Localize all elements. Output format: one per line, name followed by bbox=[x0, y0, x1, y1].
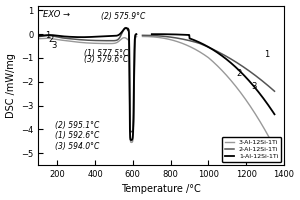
1-Al-12Si-1Ti bbox=[126, 27, 129, 30]
Text: (2) 595.1°C: (2) 595.1°C bbox=[56, 121, 100, 130]
3-Al-12Si-1Ti bbox=[249, 106, 253, 109]
3-Al-12Si-1Ti bbox=[126, 38, 130, 41]
Text: 3: 3 bbox=[51, 41, 56, 50]
Text: EXO →: EXO → bbox=[43, 10, 70, 19]
3-Al-12Si-1Ti bbox=[114, 42, 118, 44]
Line: 2-Al-12Si-1Ti: 2-Al-12Si-1Ti bbox=[38, 28, 274, 132]
Line: 3-Al-12Si-1Ti: 3-Al-12Si-1Ti bbox=[38, 36, 274, 147]
Text: 2: 2 bbox=[236, 69, 241, 78]
X-axis label: Temperature /°C: Temperature /°C bbox=[121, 184, 201, 194]
1-Al-12Si-1Ti bbox=[249, 82, 253, 84]
3-Al-12Si-1Ti bbox=[128, 94, 132, 96]
Text: 1: 1 bbox=[45, 31, 50, 40]
Text: (3) 579.6°C: (3) 579.6°C bbox=[84, 55, 128, 64]
1-Al-12Si-1Ti bbox=[219, 54, 223, 56]
Text: (3) 594.0°C: (3) 594.0°C bbox=[56, 142, 100, 151]
3-Al-12Si-1Ti bbox=[220, 69, 223, 71]
1-Al-12Si-1Ti bbox=[114, 35, 118, 37]
Text: 2: 2 bbox=[48, 35, 53, 44]
2-Al-12Si-1Ti bbox=[190, 40, 194, 42]
Legend: 3-Al-12Si-1Ti, 2-Al-12Si-1Ti, 1-Al-12Si-1Ti: 3-Al-12Si-1Ti, 2-Al-12Si-1Ti, 1-Al-12Si-… bbox=[222, 137, 281, 162]
Text: (1) 577.5°C: (1) 577.5°C bbox=[84, 49, 128, 58]
2-Al-12Si-1Ti bbox=[125, 28, 129, 30]
1-Al-12Si-1Ti bbox=[273, 113, 276, 115]
2-Al-12Si-1Ti bbox=[37, 36, 40, 38]
Text: 1: 1 bbox=[264, 50, 270, 59]
2-Al-12Si-1Ti bbox=[273, 90, 276, 92]
Text: (1) 592.6°C: (1) 592.6°C bbox=[56, 131, 100, 140]
3-Al-12Si-1Ti bbox=[190, 46, 194, 49]
Y-axis label: DSC /mW/mg: DSC /mW/mg bbox=[6, 53, 16, 118]
Line: 1-Al-12Si-1Ti: 1-Al-12Si-1Ti bbox=[38, 28, 274, 140]
2-Al-12Si-1Ti bbox=[128, 81, 131, 84]
1-Al-12Si-1Ti bbox=[128, 87, 131, 89]
1-Al-12Si-1Ti bbox=[37, 35, 40, 37]
2-Al-12Si-1Ti bbox=[114, 39, 117, 42]
1-Al-12Si-1Ti bbox=[190, 38, 194, 40]
2-Al-12Si-1Ti bbox=[249, 71, 253, 73]
Text: (2) 575.9°C: (2) 575.9°C bbox=[101, 12, 145, 21]
2-Al-12Si-1Ti bbox=[220, 52, 223, 55]
3-Al-12Si-1Ti bbox=[273, 146, 276, 149]
3-Al-12Si-1Ti bbox=[37, 38, 40, 40]
Text: 3: 3 bbox=[251, 82, 256, 91]
